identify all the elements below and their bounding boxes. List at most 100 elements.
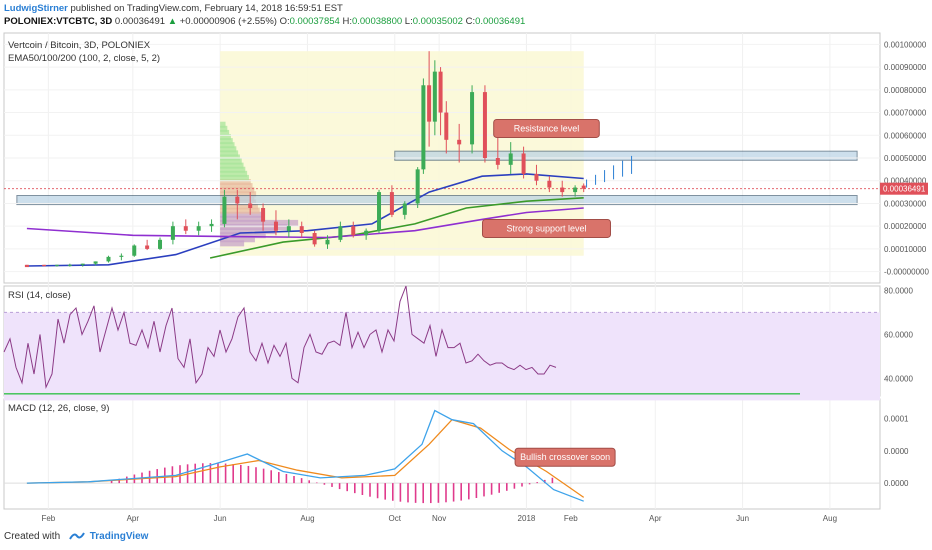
price-tick-label: 0.00080000 <box>884 86 927 95</box>
callout-box <box>493 118 600 138</box>
price-tick-label: 0.00010000 <box>884 245 927 254</box>
candle-body <box>222 196 227 224</box>
macd-callout-text: Bullish crossover soon <box>520 452 610 462</box>
callout-text: Strong support level <box>506 223 586 233</box>
resistance-zone <box>394 150 858 161</box>
macd-line <box>26 409 584 502</box>
candle-body <box>547 180 552 188</box>
last-price-badge <box>880 182 928 195</box>
candle-body <box>183 226 188 231</box>
symbol-label: POLONIEX:VTCBTC, 3D <box>4 16 113 27</box>
candle-body <box>67 264 72 266</box>
volume-profile-bar <box>220 170 248 177</box>
candle-body <box>261 208 266 222</box>
rsi-line <box>3 285 557 390</box>
x-tick-label: Apr <box>127 514 140 523</box>
author-link[interactable]: LudwigStirner <box>4 3 68 14</box>
support-zone <box>16 195 858 206</box>
candle-body <box>93 261 98 264</box>
candle-body <box>273 221 278 231</box>
publish-line: LudwigStirner published on TradingView.c… <box>4 3 343 14</box>
candle-body <box>457 139 462 145</box>
volume-profile-bar <box>220 240 245 247</box>
candle-body <box>24 264 29 268</box>
created-with-text: Created with <box>4 531 61 542</box>
volume-profile-bar <box>220 207 260 214</box>
macd-tick-label: 0.0001 <box>884 414 909 423</box>
price-tick-label: 0.00090000 <box>884 63 927 72</box>
candle-body <box>581 185 586 189</box>
candle-body <box>145 245 150 249</box>
candle-body <box>470 92 475 145</box>
volume-profile-bar <box>220 134 231 140</box>
x-tick-label: Nov <box>432 514 446 523</box>
callout-text: Resistance level <box>514 123 580 133</box>
candle-body <box>248 203 253 208</box>
x-tick-label: Apr <box>649 514 662 523</box>
candle-body <box>209 223 214 227</box>
candle-body <box>158 239 163 249</box>
x-tick-label: Jun <box>214 514 227 523</box>
volume-profile-bar <box>220 162 244 169</box>
candle-body <box>573 187 578 193</box>
candle-body <box>54 264 59 266</box>
tradingview-brand-link[interactable]: TradingView <box>89 531 149 542</box>
price-tick-label: 0.00050000 <box>884 154 927 163</box>
volume-profile-bar <box>220 236 255 243</box>
candle-body <box>80 263 85 265</box>
volume-profile-bar <box>220 174 249 181</box>
x-tick-label: Aug <box>300 514 314 523</box>
open-value: 0.00037854 <box>289 16 340 27</box>
ema-line-ema100 <box>209 197 584 259</box>
volume-profile-bar <box>220 121 226 128</box>
low-label: L: <box>404 16 413 27</box>
candle-body <box>338 226 343 240</box>
rsi-band <box>4 312 880 401</box>
volume-profile-bar <box>220 228 277 235</box>
x-tick-label: Aug <box>823 514 837 523</box>
volume-profile-bar <box>220 154 240 161</box>
candle-body <box>132 245 137 256</box>
candle-body <box>560 187 565 193</box>
x-tick-label: 2018 <box>518 514 536 523</box>
candle-body <box>482 92 487 158</box>
macd-tick-label: 0.0000 <box>884 479 909 488</box>
ema-legend: EMA50/100/200 (100, 2, close, 5, 2) <box>8 53 161 64</box>
rsi-tick-label: 80.0000 <box>884 286 913 295</box>
candle-body <box>377 192 382 231</box>
candle-body <box>415 169 420 204</box>
candle-body <box>421 85 426 170</box>
candle-body <box>119 255 124 257</box>
candle-body <box>325 239 330 245</box>
published-text: published on TradingView.com, February 1… <box>70 3 343 14</box>
price-tick-label: -0.00000000 <box>884 268 929 277</box>
x-tick-label: Jun <box>736 514 749 523</box>
price-tick-label: 0.00100000 <box>884 40 927 49</box>
high-label: H: <box>342 16 352 27</box>
volume-profile-bar <box>220 129 230 136</box>
candle-body <box>444 112 449 140</box>
high-value: 0.00038800 <box>351 16 403 27</box>
open-label: O: <box>279 16 290 27</box>
change-value: +0.00000906 (+2.55%) <box>179 16 277 27</box>
ohlc-line: POLONIEX:VTCBTC, 3D 0.00036491 ▲ +0.0000… <box>4 16 525 27</box>
candle-body <box>312 233 317 245</box>
volume-profile-bar <box>220 203 258 210</box>
last-price-label: 0.00036491 <box>883 185 926 194</box>
close-value: 0.00036491 <box>475 16 526 27</box>
volume-profile-bar <box>220 219 299 226</box>
volume-profile-bar <box>220 215 264 222</box>
candle-body <box>170 226 175 240</box>
price-tick-label: 0.00060000 <box>884 131 927 140</box>
candle-body <box>196 226 201 231</box>
volume-profile-bar <box>220 211 262 218</box>
volume-profile-bar <box>220 146 237 153</box>
tradingview-logo-icon <box>69 532 85 540</box>
rsi-tick-label: 60.0000 <box>884 330 913 339</box>
volume-profile-bar <box>220 125 228 132</box>
candle-body <box>534 173 539 181</box>
volume-profile-bar <box>220 150 239 157</box>
volume-profile-bar <box>220 142 235 149</box>
price-tick-label: 0.00040000 <box>884 177 927 186</box>
